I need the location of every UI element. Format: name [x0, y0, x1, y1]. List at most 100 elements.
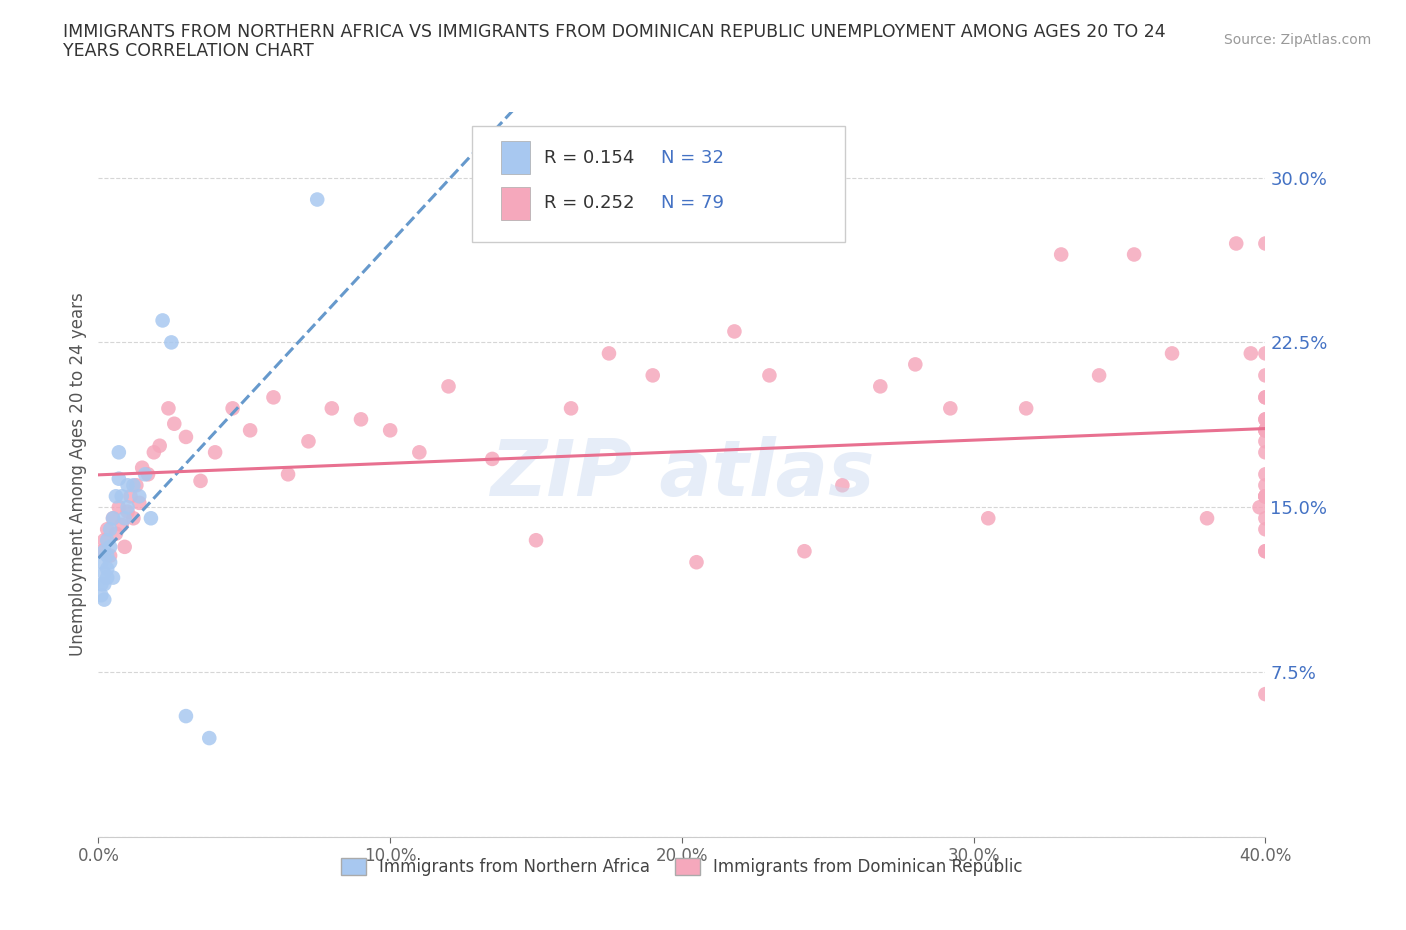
Point — [128, 496, 150, 511]
Point — [90, 577, 112, 591]
Point — [1254, 412, 1277, 427]
Point — [1195, 511, 1218, 525]
Point — [174, 709, 197, 724]
Point — [1123, 247, 1146, 262]
FancyBboxPatch shape — [501, 187, 530, 219]
Point — [1254, 423, 1277, 438]
Point — [1254, 390, 1277, 405]
Point — [163, 417, 186, 432]
Point — [1254, 368, 1277, 383]
Point — [1254, 390, 1277, 405]
Point — [149, 438, 172, 453]
Point — [1254, 445, 1277, 459]
Point — [117, 478, 139, 493]
Point — [598, 346, 620, 361]
Point — [560, 401, 582, 416]
Point — [481, 451, 503, 466]
Y-axis label: Unemployment Among Ages 20 to 24 years: Unemployment Among Ages 20 to 24 years — [69, 292, 87, 657]
Point — [96, 570, 118, 585]
Point — [108, 445, 131, 459]
Point — [128, 489, 150, 504]
Point — [793, 544, 815, 559]
Point — [117, 499, 139, 514]
Point — [1225, 236, 1247, 251]
Point — [1254, 544, 1277, 559]
Point — [160, 335, 183, 350]
Point — [239, 423, 262, 438]
Point — [904, 357, 927, 372]
Text: YEARS CORRELATION CHART: YEARS CORRELATION CHART — [63, 42, 314, 60]
FancyBboxPatch shape — [472, 126, 845, 242]
Point — [190, 473, 212, 488]
Point — [198, 731, 221, 746]
Point — [1050, 247, 1073, 262]
Point — [1161, 346, 1184, 361]
Point — [117, 504, 139, 519]
Text: ZIP atlas: ZIP atlas — [489, 436, 875, 512]
Point — [524, 533, 547, 548]
Point — [93, 577, 115, 591]
Point — [939, 401, 962, 416]
Point — [297, 434, 319, 449]
Text: N = 79: N = 79 — [661, 194, 724, 212]
Point — [122, 478, 145, 493]
Point — [641, 368, 664, 383]
Point — [101, 511, 124, 525]
Point — [96, 562, 118, 577]
Point — [1240, 346, 1263, 361]
Point — [1254, 236, 1277, 251]
Point — [104, 489, 127, 504]
Point — [136, 467, 159, 482]
Point — [685, 555, 707, 570]
FancyBboxPatch shape — [501, 141, 530, 174]
Point — [408, 445, 430, 459]
Point — [98, 555, 121, 570]
Point — [1254, 346, 1277, 361]
Point — [93, 592, 115, 607]
Text: N = 32: N = 32 — [661, 149, 724, 166]
Point — [1254, 522, 1277, 537]
Point — [142, 445, 165, 459]
Point — [380, 423, 402, 438]
Point — [262, 390, 284, 405]
Point — [131, 460, 153, 475]
Point — [96, 533, 118, 548]
Point — [111, 517, 134, 532]
Text: R = 0.154: R = 0.154 — [544, 149, 634, 166]
Point — [1249, 499, 1271, 514]
Point — [98, 522, 121, 537]
Point — [104, 526, 127, 541]
Point — [1088, 368, 1111, 383]
Point — [96, 522, 118, 537]
Point — [125, 478, 148, 493]
Point — [350, 412, 373, 427]
Text: IMMIGRANTS FROM NORTHERN AFRICA VS IMMIGRANTS FROM DOMINICAN REPUBLIC UNEMPLOYME: IMMIGRANTS FROM NORTHERN AFRICA VS IMMIG… — [63, 23, 1166, 41]
Point — [114, 539, 136, 554]
Point — [1254, 489, 1277, 504]
Legend: Immigrants from Northern Africa, Immigrants from Dominican Republic: Immigrants from Northern Africa, Immigra… — [335, 852, 1029, 883]
Point — [221, 401, 243, 416]
Point — [1254, 423, 1277, 438]
Point — [157, 401, 180, 416]
Point — [1254, 434, 1277, 449]
Point — [1254, 686, 1277, 701]
Point — [96, 548, 118, 563]
Point — [1254, 412, 1277, 427]
Point — [120, 489, 142, 504]
Point — [111, 489, 134, 504]
Point — [139, 511, 162, 525]
Point — [437, 379, 460, 393]
Point — [108, 472, 131, 486]
Point — [307, 193, 329, 207]
Point — [277, 467, 299, 482]
Point — [831, 478, 853, 493]
Point — [98, 539, 121, 554]
Point — [1254, 489, 1277, 504]
Point — [134, 467, 156, 482]
Text: R = 0.252: R = 0.252 — [544, 194, 634, 212]
Point — [1254, 467, 1277, 482]
Point — [90, 555, 112, 570]
Point — [93, 565, 115, 580]
Point — [1254, 489, 1277, 504]
Text: Source: ZipAtlas.com: Source: ZipAtlas.com — [1223, 33, 1371, 46]
